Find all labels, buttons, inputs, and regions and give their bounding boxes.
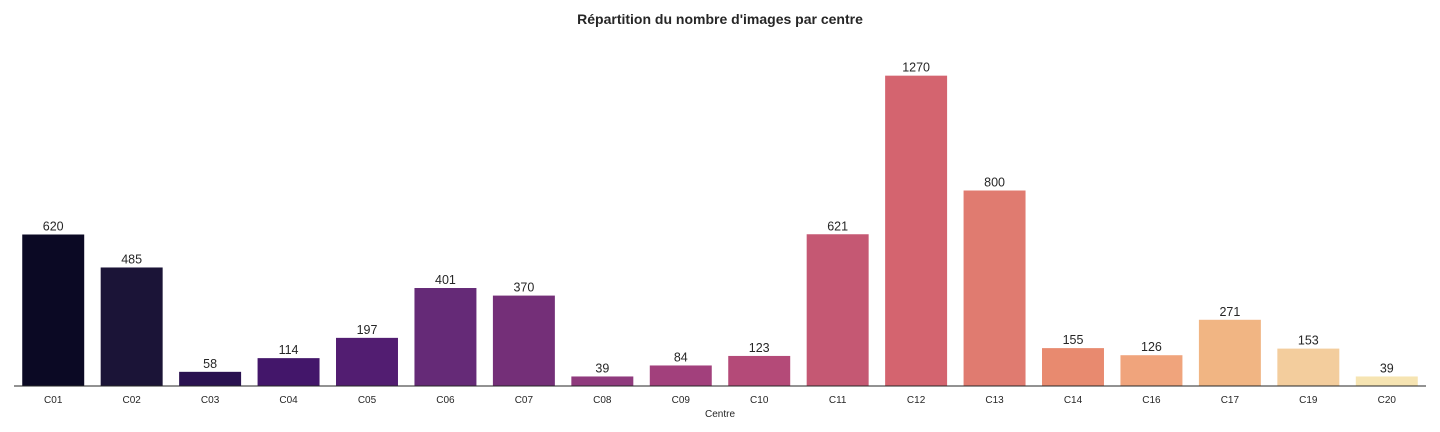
x-tick-label-c13: C13: [985, 395, 1004, 406]
value-label-c20: 39: [1380, 361, 1394, 375]
x-axis-label: Centre: [705, 409, 735, 420]
value-label-c04: 114: [279, 343, 299, 357]
x-tick-label-c14: C14: [1064, 395, 1083, 406]
x-tick-label-c17: C17: [1221, 395, 1240, 406]
value-label-c03: 58: [203, 357, 217, 371]
x-tick-label-c04: C04: [279, 395, 298, 406]
value-label-c07: 370: [513, 281, 534, 295]
x-tick-label-c02: C02: [122, 395, 141, 406]
bar-c01: [22, 234, 85, 386]
x-tick-label-c08: C08: [593, 395, 612, 406]
bar-c10: [728, 355, 791, 386]
bar-c14: [1042, 348, 1104, 386]
bars-group: [22, 75, 1418, 386]
bar-c19: [1277, 348, 1340, 386]
x-tick-labels-group: C01 C02 C03 C04 C05 C06 C07 C08 C09 C10 C11 C12 C13 C…: [44, 395, 1396, 406]
bar-c03: [179, 371, 242, 386]
bar-c11: [806, 234, 869, 386]
x-tick-label-c06: C06: [436, 395, 455, 406]
x-tick-label-c12: C12: [907, 395, 926, 406]
x-tick-label-c11: C11: [829, 395, 847, 406]
x-tick-label-c09: C09: [672, 395, 691, 406]
value-labels-group: 620 485 58 114 197 401 370 39 84 123 621 1270 800 155…: [43, 61, 1394, 376]
value-label-c09: 84: [674, 350, 688, 364]
value-label-c19: 153: [1298, 334, 1319, 348]
bar-c06: [414, 288, 477, 386]
value-label-c06: 401: [435, 273, 456, 287]
bar-c08: [571, 376, 634, 386]
bar-c16: [1120, 355, 1183, 386]
value-label-c12: 1270: [902, 61, 930, 75]
x-tick-label-c16: C16: [1142, 395, 1161, 406]
x-tick-label-c01: C01: [44, 395, 63, 406]
x-tick-label-c03: C03: [201, 395, 220, 406]
bar-c02: [100, 267, 163, 386]
value-label-c08: 39: [595, 361, 609, 375]
value-label-c02: 485: [121, 252, 142, 266]
bar-c09: [649, 365, 712, 386]
value-label-c10: 123: [749, 341, 770, 355]
chart-title: Répartition du nombre d'images par centr…: [577, 11, 863, 27]
value-label-c13: 800: [984, 176, 1005, 190]
bar-c13: [963, 190, 1026, 386]
bar-c04: [257, 358, 320, 386]
bar-c05: [336, 337, 398, 386]
value-label-c17: 271: [1219, 305, 1240, 319]
value-label-c16: 126: [1141, 340, 1162, 354]
x-tick-label-c07: C07: [515, 395, 534, 406]
x-tick-label-c20: C20: [1378, 395, 1397, 406]
bar-c17: [1198, 319, 1261, 386]
value-label-c11: 621: [827, 219, 848, 233]
bar-c20: [1355, 376, 1418, 386]
x-tick-label-c19: C19: [1299, 395, 1318, 406]
value-label-c01: 620: [43, 220, 64, 234]
bar-c12: [885, 75, 948, 386]
x-tick-label-c05: C05: [358, 395, 377, 406]
value-label-c05: 197: [357, 323, 378, 337]
x-tick-label-c10: C10: [750, 395, 769, 406]
bar-c07: [492, 295, 555, 386]
value-label-c14: 155: [1063, 333, 1084, 347]
